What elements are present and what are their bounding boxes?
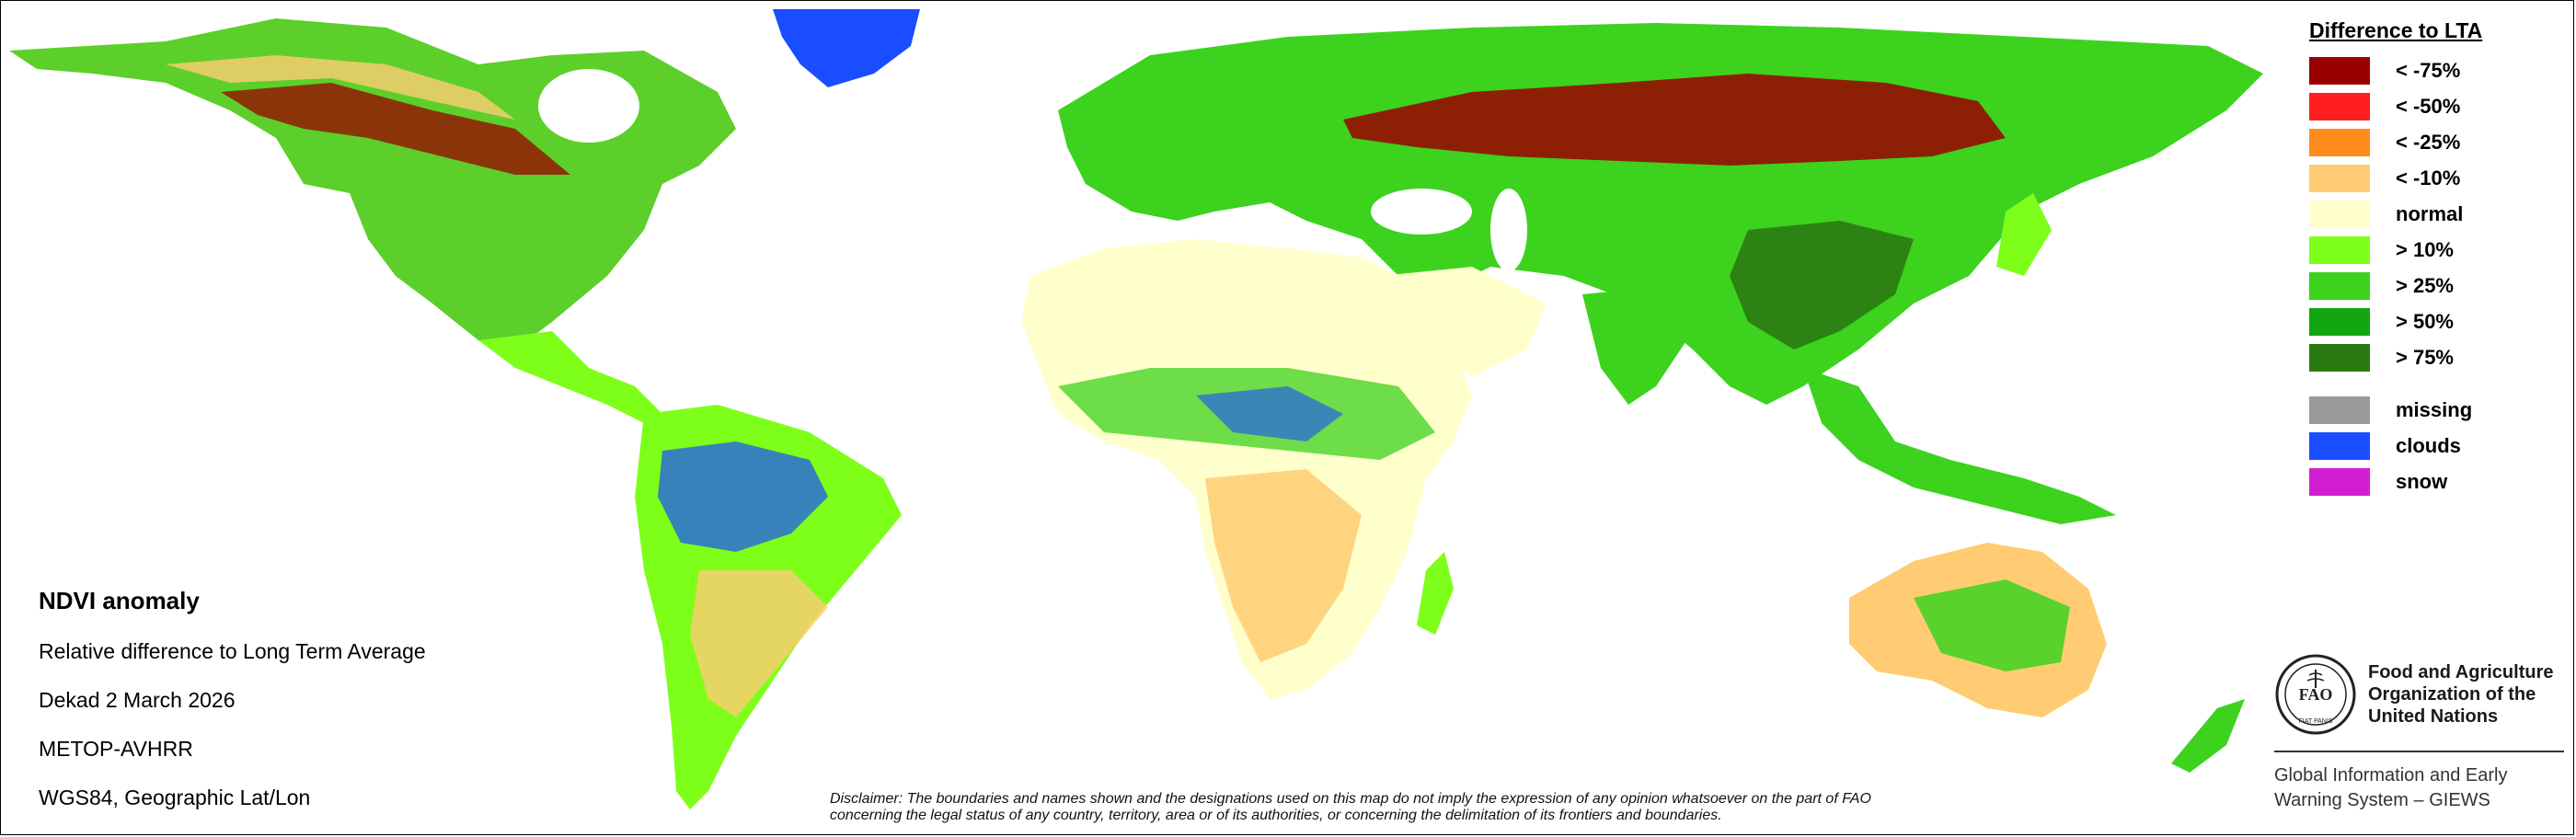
legend-extra-items: missing clouds snow bbox=[2309, 392, 2548, 499]
legend-item: < -50% bbox=[2309, 88, 2548, 124]
australia-green bbox=[1914, 579, 2070, 671]
disclaimer-line-1: Disclaimer: The boundaries and names sho… bbox=[830, 791, 1871, 807]
legend-label: < -50% bbox=[2396, 94, 2461, 118]
hudson-bay bbox=[538, 69, 639, 143]
north-america-orange bbox=[166, 55, 515, 120]
fao-logo-icon: FAO FIAT PANIS bbox=[2275, 654, 2356, 735]
arabia bbox=[1380, 267, 1546, 377]
legend-item: > 75% bbox=[2309, 339, 2548, 375]
legend-label: > 50% bbox=[2396, 309, 2454, 333]
north-america-red-zone bbox=[221, 83, 570, 175]
map-subtitle: Relative difference to Long Term Average bbox=[39, 639, 426, 663]
south-america-clouds bbox=[658, 441, 828, 552]
giews-line-2: Warning System – GIEWS bbox=[2274, 790, 2490, 810]
fao-name-line-3: United Nations bbox=[2368, 706, 2499, 727]
giews-label: Global Information and Early Warning Sys… bbox=[2274, 763, 2569, 813]
fao-emblem-letters: FAO bbox=[2299, 685, 2333, 704]
fao-name-line-1: Food and Agriculture bbox=[2368, 662, 2554, 682]
fao-divider bbox=[2274, 751, 2564, 752]
legend-swatch bbox=[2309, 343, 2370, 372]
legend-label: < -25% bbox=[2396, 130, 2461, 154]
legend-swatch bbox=[2309, 164, 2370, 192]
disclaimer: Disclaimer: The boundaries and names sho… bbox=[830, 791, 2118, 824]
legend-extra-label: missing bbox=[2396, 397, 2473, 421]
legend-extra-swatch bbox=[2309, 396, 2370, 424]
legend-label: > 10% bbox=[2396, 237, 2454, 261]
legend-swatch bbox=[2309, 307, 2370, 336]
fao-branding: FAO FIAT PANIS Food and Agriculture Orga… bbox=[2274, 653, 2569, 813]
fao-name-line-2: Organization of the bbox=[2368, 684, 2536, 705]
legend-swatch bbox=[2309, 92, 2370, 120]
map-period: Dekad 2 March 2026 bbox=[39, 688, 236, 712]
legend-extra-label: snow bbox=[2396, 469, 2448, 493]
legend-extra-item: missing bbox=[2309, 392, 2548, 428]
legend-label: > 75% bbox=[2396, 345, 2454, 369]
greenland bbox=[773, 9, 920, 87]
fao-name: Food and Agriculture Organization of the… bbox=[2368, 661, 2553, 728]
japan bbox=[1996, 193, 2052, 276]
legend-title: Difference to LTA bbox=[2309, 18, 2483, 42]
map-title: NDVI anomaly bbox=[39, 587, 200, 614]
legend-item: < -75% bbox=[2309, 52, 2548, 88]
map-info: NDVI anomaly Relative difference to Long… bbox=[39, 587, 426, 834]
eurasia-dark-green bbox=[1730, 221, 1914, 350]
africa bbox=[1021, 239, 1472, 699]
legend-label: normal bbox=[2396, 201, 2464, 225]
legend-swatch bbox=[2309, 235, 2370, 264]
africa-clouds bbox=[1196, 386, 1343, 441]
legend-label: > 25% bbox=[2396, 273, 2454, 297]
giews-line-1: Global Information and Early bbox=[2274, 765, 2508, 785]
africa-orange bbox=[1205, 469, 1362, 662]
legend-label: < -10% bbox=[2396, 166, 2461, 189]
legend-item: > 10% bbox=[2309, 232, 2548, 268]
fao-emblem-motto: FIAT PANIS bbox=[2299, 718, 2333, 725]
legend-extra-label: clouds bbox=[2396, 433, 2461, 457]
south-america-orange bbox=[690, 570, 828, 717]
eurasia-red-zone bbox=[1343, 74, 2006, 166]
legend-swatch bbox=[2309, 56, 2370, 85]
map-projection: WGS84, Geographic Lat/Lon bbox=[39, 785, 311, 809]
central-america bbox=[478, 331, 662, 423]
madagascar bbox=[1417, 552, 1454, 635]
india bbox=[1582, 285, 1693, 405]
legend-item: < -25% bbox=[2309, 124, 2548, 160]
disclaimer-line-2: concerning the legal status of any count… bbox=[830, 808, 1722, 823]
legend-item: > 50% bbox=[2309, 304, 2548, 339]
map-sensor: METOP-AVHRR bbox=[39, 737, 193, 761]
legend-item: < -10% bbox=[2309, 160, 2548, 196]
legend: Difference to LTA < -75% < -50% < -25% < -1… bbox=[2309, 18, 2548, 499]
legend-item: normal bbox=[2309, 196, 2548, 232]
legend-swatch bbox=[2309, 200, 2370, 228]
map-land bbox=[9, 9, 2263, 809]
legend-items: < -75% < -50% < -25% < -10% normal > 10% > 25%… bbox=[2309, 52, 2548, 375]
legend-label: < -75% bbox=[2396, 58, 2461, 82]
southeast-asia bbox=[1803, 368, 2116, 524]
caspian-sea bbox=[1490, 189, 1527, 271]
legend-extra-swatch bbox=[2309, 431, 2370, 460]
black-sea bbox=[1371, 189, 1472, 235]
legend-extra-swatch bbox=[2309, 467, 2370, 496]
new-zealand bbox=[2171, 699, 2245, 773]
legend-extra-item: snow bbox=[2309, 464, 2548, 499]
legend-item: > 25% bbox=[2309, 268, 2548, 304]
legend-extra-item: clouds bbox=[2309, 428, 2548, 464]
legend-swatch bbox=[2309, 128, 2370, 156]
legend-swatch bbox=[2309, 271, 2370, 300]
